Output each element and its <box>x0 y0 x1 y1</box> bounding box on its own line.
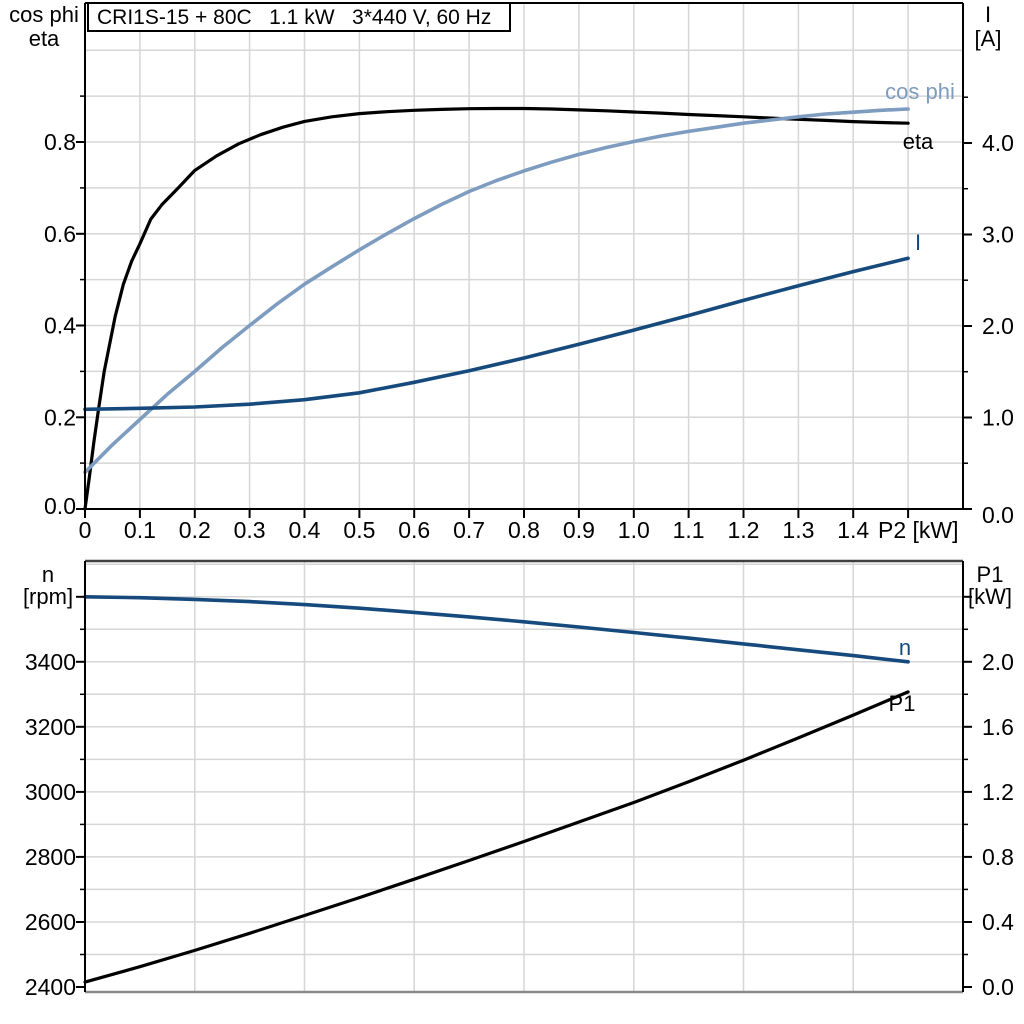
x-axis-tick-label: 1.0 <box>618 517 650 543</box>
x-axis-tick-label: 0.5 <box>343 517 375 543</box>
series-curve-cos_phi <box>83 107 910 475</box>
right-axis-tick-label: 0.8 <box>982 844 1014 870</box>
left-axis-tick-label: 0.4 <box>44 313 76 339</box>
left-axis-tick-label: 0.2 <box>44 404 76 430</box>
left-axis-tick-label: 0.0 <box>44 493 76 519</box>
x-axis-tick-label: 0.6 <box>398 517 430 543</box>
right-axis-tick-label: 4.0 <box>982 130 1014 156</box>
left-axis-tick-label: 3200 <box>25 714 76 740</box>
right-axis-tick-label: 2.0 <box>982 313 1014 339</box>
x-axis-tick-label: 1.1 <box>673 517 705 543</box>
x-axis-tick-label: 1.2 <box>728 517 760 543</box>
left-axis-header-line2: eta <box>29 26 60 51</box>
right-axis-tick-label: 0.4 <box>982 909 1014 935</box>
right-axis-tick-label: 1.0 <box>982 405 1014 431</box>
right-axis-tick-label: 3.0 <box>982 222 1014 248</box>
series-curve-P1 <box>83 690 910 984</box>
left-axis-tick-label: 3400 <box>25 649 76 675</box>
right-axis-tick-label: 0.0 <box>982 502 1014 528</box>
curve-label-n: n <box>899 635 911 660</box>
right-axis-tick-label: 0.0 <box>982 974 1014 1000</box>
curve-label-eta: eta <box>903 129 934 154</box>
left-axis-tick-label: 3000 <box>25 779 76 805</box>
curve-label-I: I <box>915 230 921 255</box>
x-axis-tick-label: 0 <box>79 517 92 543</box>
x-axis-tick-label: 1.3 <box>782 517 814 543</box>
right-axis-header-line1: P1 <box>977 562 1004 587</box>
right-axis-tick-label: 1.6 <box>982 714 1014 740</box>
x-axis-tick-label: 0.7 <box>453 517 485 543</box>
left-axis-tick-label: 2600 <box>25 909 76 935</box>
x-axis-tick-label: 0.2 <box>179 517 211 543</box>
left-axis-header-line1: n <box>42 562 54 587</box>
series-curve-eta <box>83 106 910 511</box>
left-axis-tick-label: 2800 <box>25 844 76 870</box>
right-axis-header-line2: [kW] <box>968 584 1012 609</box>
x-axis-tick-label: 0.1 <box>124 517 156 543</box>
series-curve-n <box>83 595 910 664</box>
left-axis-tick-label: 0.6 <box>44 221 76 247</box>
series-curve-I <box>83 256 910 412</box>
left-axis-tick-label: 2400 <box>25 974 76 1000</box>
curve-label-cos_phi: cos phi <box>885 79 955 104</box>
right-axis-header-line2: [A] <box>975 26 1002 51</box>
x-axis-title: P2 [kW] <box>878 517 959 543</box>
x-axis-tick-label: 0.9 <box>563 517 595 543</box>
x-axis-tick-label: 0.3 <box>234 517 266 543</box>
x-axis-tick-label: 0.8 <box>508 517 540 543</box>
x-axis-tick-label: 1.4 <box>837 517 869 543</box>
x-axis-tick-label: 0.4 <box>289 517 321 543</box>
left-axis-header-line2: [rpm] <box>23 584 73 609</box>
right-axis-tick-label: 2.0 <box>982 649 1014 675</box>
chart-title-text: CRI1S-15 + 80C 1.1 kW 3*440 V, 60 Hz <box>97 5 492 29</box>
chart-title-box: CRI1S-15 + 80C 1.1 kW 3*440 V, 60 Hz <box>87 2 511 32</box>
right-axis-tick-label: 1.2 <box>982 779 1014 805</box>
curve-label-P1: P1 <box>889 691 916 716</box>
left-axis-tick-label: 0.8 <box>44 129 76 155</box>
right-axis-header-line1: I <box>985 2 991 27</box>
left-axis-header-line1: cos phi <box>9 2 79 27</box>
